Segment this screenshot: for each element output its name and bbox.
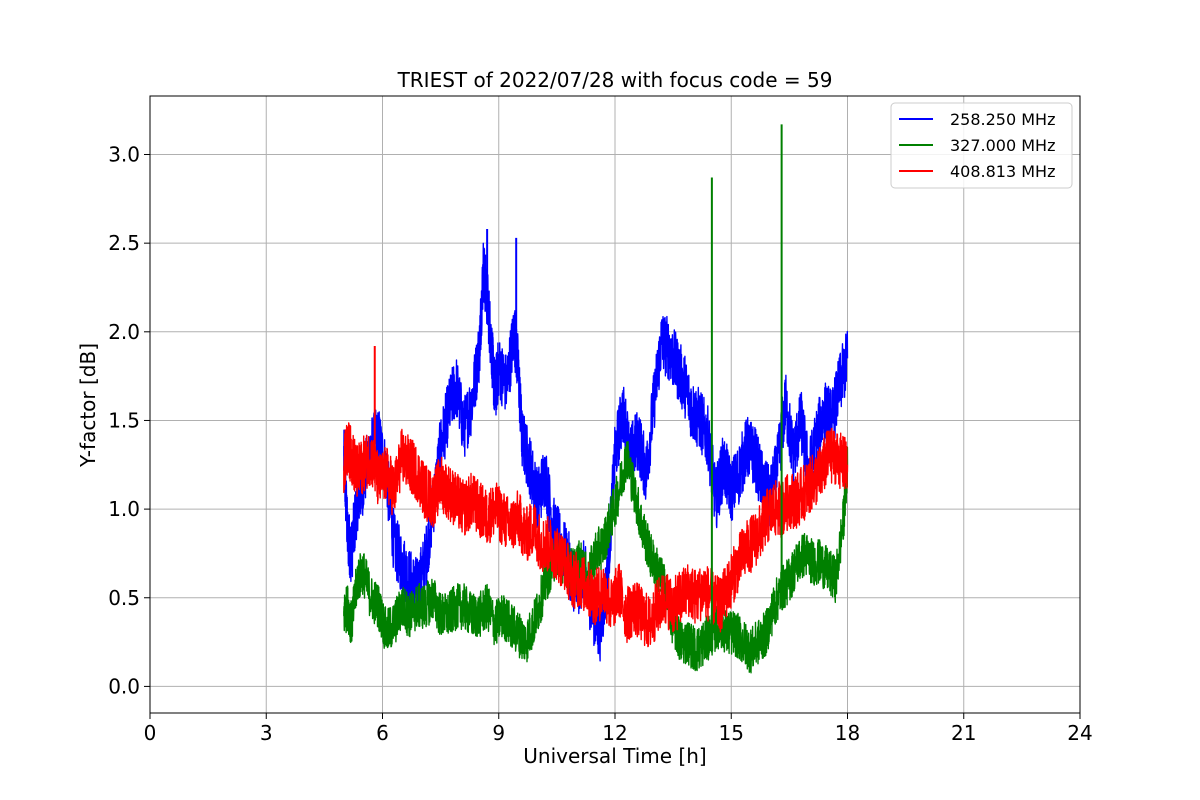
grid-lines — [149, 96, 1081, 713]
x-tick-label: 6 — [376, 721, 389, 745]
y-tick-label: 2.5 — [108, 231, 140, 255]
y-tick-label: 0.5 — [108, 586, 140, 610]
y-tick-label: 0.0 — [108, 674, 140, 698]
x-tick-label: 18 — [835, 721, 860, 745]
y-tick-label: 1.0 — [108, 497, 140, 521]
legend-label: 408.813 MHz — [950, 162, 1055, 181]
x-tick-label: 12 — [602, 721, 627, 745]
x-axis-ticks: 0 3 6 9 12 15 18 21 24 — [144, 713, 1093, 745]
x-tick-label: 24 — [1067, 721, 1092, 745]
x-axis-label: Universal Time [h] — [523, 744, 706, 768]
y-axis-label: Y-factor [dB] — [76, 343, 100, 468]
y-axis-ticks: 0.0 0.5 1.0 1.5 2.0 2.5 3.0 — [108, 143, 150, 698]
x-tick-label: 15 — [719, 721, 744, 745]
series-line — [343, 422, 849, 648]
x-tick-label: 0 — [144, 721, 157, 745]
x-tick-label: 3 — [260, 721, 273, 745]
legend: 258.250 MHz 327.000 MHz 408.813 MHz — [890, 102, 1073, 189]
y-tick-label: 2.0 — [108, 320, 140, 344]
y-tick-label: 1.5 — [108, 408, 140, 432]
legend-label: 327.000 MHz — [950, 136, 1055, 155]
legend-box — [890, 102, 1073, 189]
series-layer — [343, 124, 849, 674]
series-line — [343, 441, 849, 674]
y-tick-label: 3.0 — [108, 143, 140, 167]
chart-title: TRIEST of 2022/07/28 with focus code = 5… — [397, 68, 833, 92]
x-tick-label: 21 — [951, 721, 976, 745]
x-tick-label: 9 — [492, 721, 505, 745]
legend-label: 258.250 MHz — [950, 110, 1055, 129]
